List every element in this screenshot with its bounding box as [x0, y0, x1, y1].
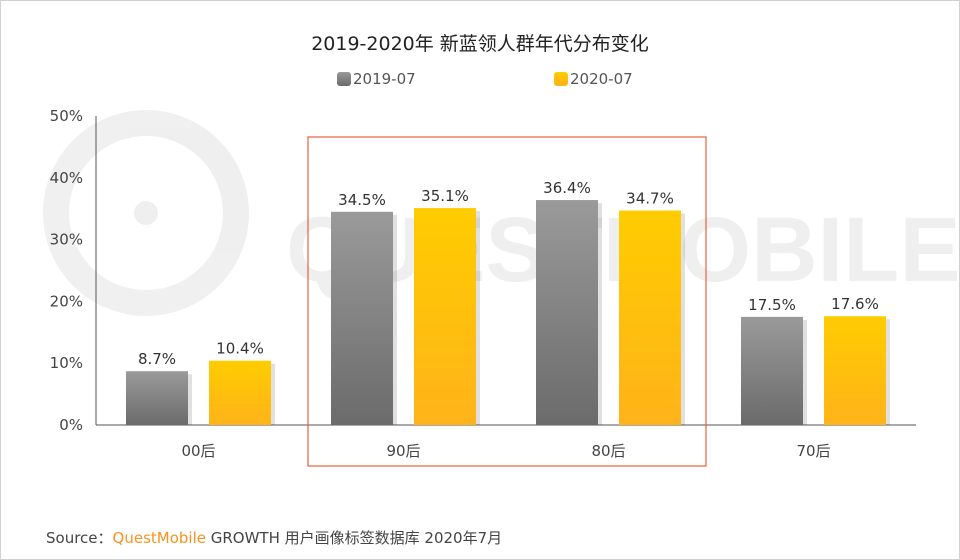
x-tick-label: 80后 [591, 442, 625, 460]
chart-title: 2019-2020年 新蓝领人群年代分布变化 [311, 33, 649, 55]
source-text: GROWTH 用户画像标签数据库 2020年7月 [205, 529, 503, 547]
legend-label: 2019-07 [353, 70, 416, 88]
x-tick-label: 90后 [386, 442, 420, 460]
data-label: 35.1% [421, 187, 469, 205]
source-brand: QuestMobile [112, 529, 206, 547]
data-label: 34.5% [338, 191, 386, 209]
watermark: QUESTMOBILE [43, 110, 959, 316]
data-label: 8.7% [138, 350, 176, 368]
data-label: 36.4% [543, 179, 591, 197]
y-tick-label: 0% [59, 416, 83, 434]
x-tick-label: 00后 [181, 442, 215, 460]
highlight-box [307, 136, 707, 467]
legend-label: 2020-07 [570, 70, 633, 88]
y-tick-label: 30% [50, 231, 83, 249]
legend-swatch [337, 72, 351, 86]
legend-item-2020: 2020-07 [554, 70, 633, 88]
data-label: 17.6% [831, 295, 879, 313]
data-label: 17.5% [748, 296, 796, 314]
legend-item-2019: 2019-07 [337, 70, 416, 88]
y-tick-label: 40% [50, 169, 83, 187]
source-prefix: Source： [46, 529, 113, 547]
source-note: Source：QuestMobile GROWTH 用户画像标签数据库 2020… [46, 527, 502, 548]
y-tick-label: 50% [50, 107, 83, 125]
bar-2019-07-70后 [741, 316, 803, 425]
y-tick-label: 10% [50, 354, 83, 372]
bar-2019-07-00后 [126, 371, 188, 425]
bar-2020-07-70后 [824, 316, 886, 425]
bar-2019-07-80后 [536, 200, 598, 425]
y-tick-label: 20% [50, 292, 83, 310]
bar-2020-07-00后 [209, 360, 271, 425]
data-label: 34.7% [626, 190, 674, 208]
data-label: 10.4% [216, 340, 264, 358]
x-tick-label: 70后 [796, 442, 830, 460]
bar-2020-07-80后 [619, 210, 681, 425]
legend-swatch [554, 72, 568, 86]
bar-2020-07-90后 [414, 208, 476, 425]
bar-2019-07-90后 [331, 211, 393, 425]
